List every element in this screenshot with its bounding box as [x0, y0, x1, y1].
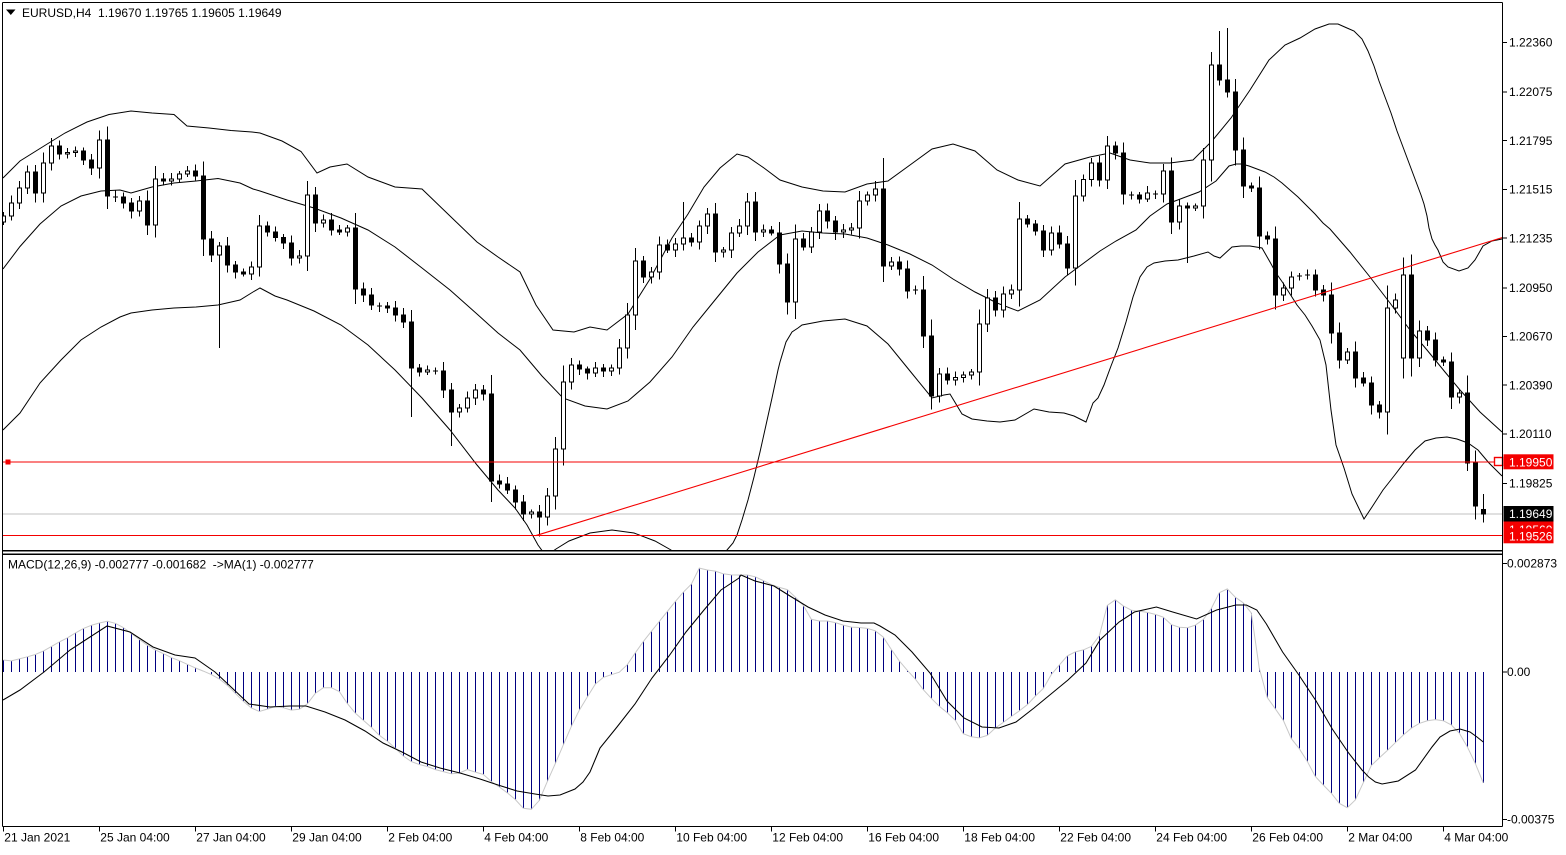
svg-text:1.22075: 1.22075: [1509, 85, 1553, 99]
svg-text:0.002873: 0.002873: [1507, 557, 1557, 571]
svg-text:-0.00375: -0.00375: [1507, 813, 1555, 827]
svg-text:4 Mar 04:00: 4 Mar 04:00: [1444, 831, 1508, 845]
svg-text:1.20110: 1.20110: [1509, 427, 1552, 441]
svg-text:1.19649: 1.19649: [1509, 507, 1553, 521]
svg-text:2 Mar 04:00: 2 Mar 04:00: [1348, 831, 1412, 845]
svg-text:18 Feb 04:00: 18 Feb 04:00: [964, 831, 1035, 845]
svg-text:1.22360: 1.22360: [1509, 36, 1553, 50]
svg-text:16 Feb 04:00: 16 Feb 04:00: [868, 831, 939, 845]
svg-text:21 Jan 2021: 21 Jan 2021: [4, 831, 70, 845]
svg-text:1.21515: 1.21515: [1509, 183, 1553, 197]
svg-text:EURUSD,H4 1.19670 1.19765 1.1: EURUSD,H4 1.19670 1.19765 1.19605 1.1964…: [22, 6, 282, 20]
svg-text:12 Feb 04:00: 12 Feb 04:00: [772, 831, 843, 845]
svg-text:26 Feb 04:00: 26 Feb 04:00: [1252, 831, 1323, 845]
svg-text:1.21235: 1.21235: [1509, 231, 1553, 245]
svg-text:1.19825: 1.19825: [1509, 477, 1553, 491]
svg-text:2 Feb 04:00: 2 Feb 04:00: [388, 831, 452, 845]
svg-text:1.19950: 1.19950: [1509, 455, 1553, 469]
svg-text:1.20670: 1.20670: [1509, 330, 1553, 344]
svg-text:MACD(12,26,9) -0.002777 -0.001: MACD(12,26,9) -0.002777 -0.001682 ->MA(1…: [8, 558, 314, 572]
svg-text:10 Feb 04:00: 10 Feb 04:00: [676, 831, 747, 845]
svg-text:27 Jan 04:00: 27 Jan 04:00: [196, 831, 266, 845]
svg-text:4 Feb 04:00: 4 Feb 04:00: [484, 831, 548, 845]
svg-text:24 Feb 04:00: 24 Feb 04:00: [1156, 831, 1227, 845]
svg-text:1.20950: 1.20950: [1509, 281, 1553, 295]
svg-text:22 Feb 04:00: 22 Feb 04:00: [1060, 831, 1131, 845]
svg-text:25 Jan 04:00: 25 Jan 04:00: [100, 831, 170, 845]
svg-text:1.19526: 1.19526: [1509, 529, 1553, 543]
svg-text:8 Feb 04:00: 8 Feb 04:00: [580, 831, 644, 845]
svg-text:0.00: 0.00: [1507, 665, 1531, 679]
svg-text:29 Jan 04:00: 29 Jan 04:00: [292, 831, 362, 845]
svg-text:1.20390: 1.20390: [1509, 378, 1553, 392]
svg-text:1.21795: 1.21795: [1509, 134, 1553, 148]
